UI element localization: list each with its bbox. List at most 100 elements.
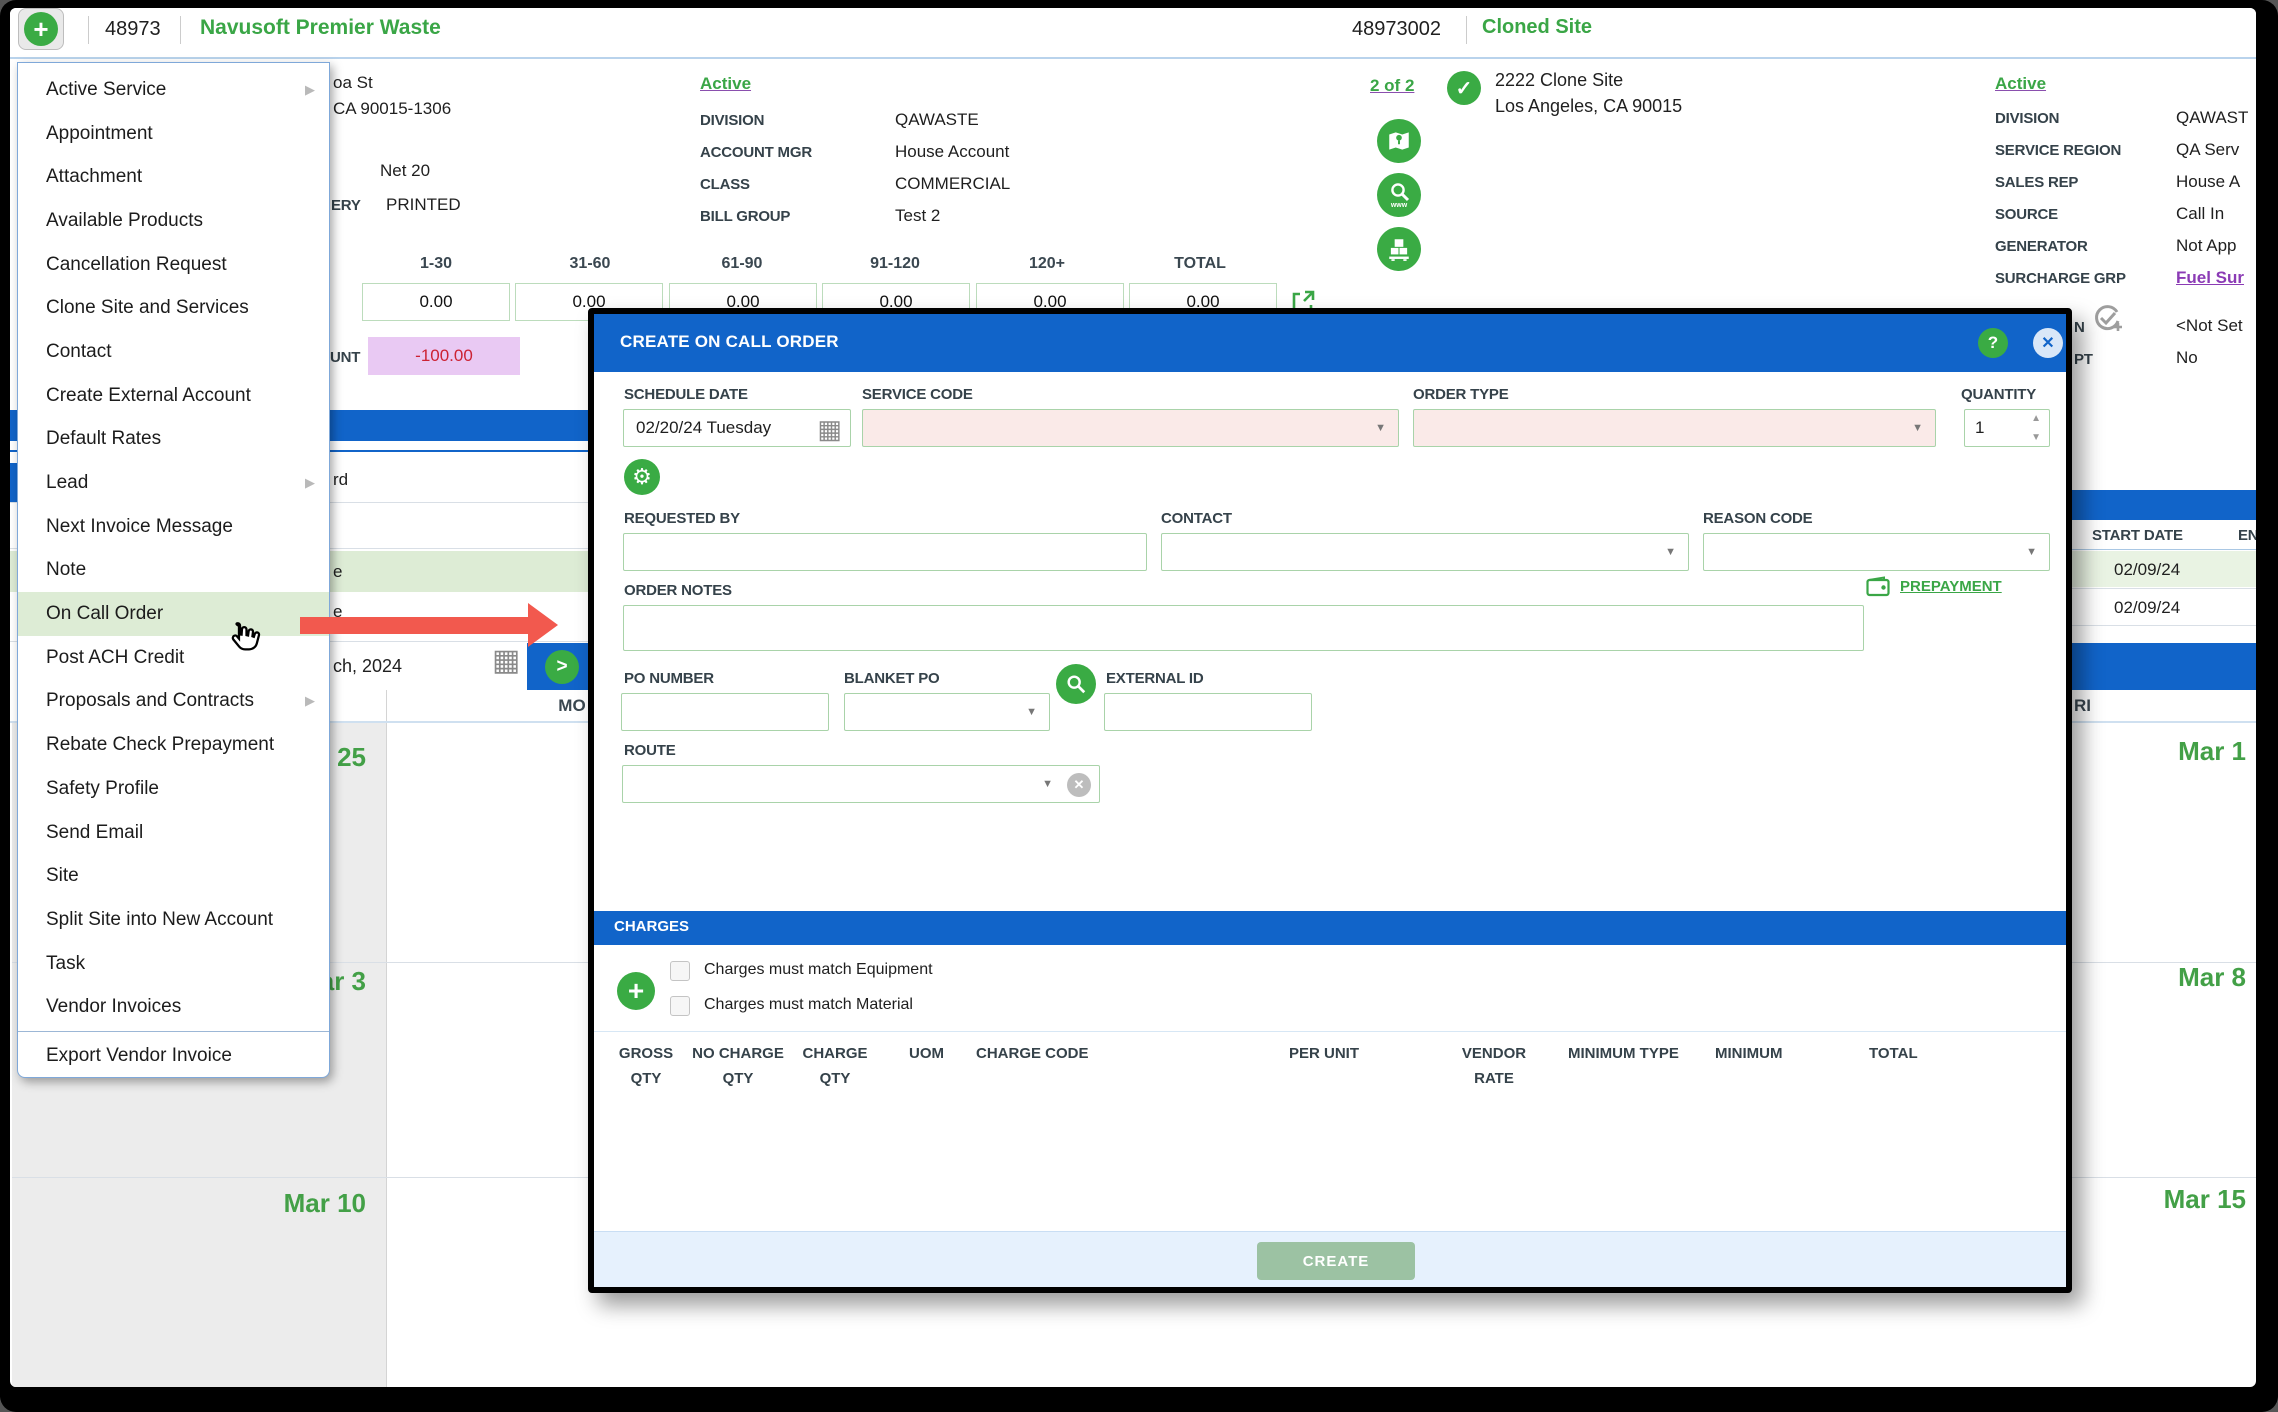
menu-item-clone-site[interactable]: Clone Site and Services — [18, 286, 329, 330]
contact-label: CONTACT — [1161, 510, 1232, 527]
site-number: 48973002 — [1352, 18, 1441, 41]
menu-item-send-email[interactable]: Send Email — [18, 811, 329, 855]
order-type-dropdown[interactable]: ▼ — [1413, 409, 1936, 447]
menu-item-attachment[interactable]: Attachment — [18, 155, 329, 199]
calendar-grid-icon[interactable]: ▦ — [492, 646, 520, 676]
menu-divider — [18, 1031, 329, 1032]
clear-route-button[interactable]: ✕ — [1067, 773, 1091, 797]
schedule-row-line — [2066, 625, 2256, 626]
menu-item-lead[interactable]: Lead▶ — [18, 461, 329, 505]
account-number: 48973 — [105, 18, 161, 41]
header-divider — [180, 16, 181, 44]
menu-item-next-invoice-message[interactable]: Next Invoice Message — [18, 505, 329, 549]
service-code-dropdown[interactable]: ▼ — [862, 409, 1399, 447]
order-type-label: ORDER TYPE — [1413, 386, 1509, 403]
menu-item-on-call-order[interactable]: On Call Order — [18, 592, 329, 636]
menu-item-safety-profile[interactable]: Safety Profile — [18, 767, 329, 811]
aging-value: 0.00 — [362, 283, 510, 321]
header-underline — [10, 57, 2256, 59]
contact-dropdown[interactable]: ▼ — [1161, 533, 1689, 571]
menu-item-rebate-check-prepayment[interactable]: Rebate Check Prepayment — [18, 723, 329, 767]
menu-item-appointment[interactable]: Appointment — [18, 112, 329, 156]
pallet-icon[interactable] — [1377, 227, 1421, 271]
menu-item-split-site[interactable]: Split Site into New Account — [18, 898, 329, 942]
calendar-icon[interactable]: ▦ — [817, 414, 842, 445]
account-field-label: ACCOUNT MGR — [700, 144, 812, 161]
aging-label: 120+ — [992, 255, 1102, 273]
route-dropdown[interactable]: ▼ ✕ — [622, 765, 1100, 803]
site-status-link[interactable]: Active — [1995, 74, 2046, 94]
add-charge-button[interactable]: + — [617, 972, 655, 1010]
site-field-value: QA Serv — [2176, 140, 2239, 160]
close-button[interactable]: ✕ — [2033, 328, 2063, 358]
site-field-label: SALES REP — [1995, 174, 2078, 191]
add-menu-button[interactable]: + — [18, 8, 64, 50]
reason-code-dropdown[interactable]: ▼ — [1703, 533, 2050, 571]
next-month-button[interactable]: > — [545, 650, 579, 684]
surcharge-link[interactable]: Fuel Sur — [2176, 268, 2244, 288]
schedule-row-1-date: 02/09/24 — [2114, 560, 2180, 580]
gear-icon[interactable]: ⚙ — [624, 459, 660, 495]
site-active-check-icon: ✓ — [1447, 71, 1481, 105]
www-text: www — [1391, 202, 1407, 209]
account-status-link[interactable]: Active — [700, 74, 751, 94]
quantity-stepper[interactable]: 1 ▲ ▼ — [1964, 409, 2050, 447]
month-label-fragment: ch, 2024 — [333, 656, 402, 677]
blanket-po-label: BLANKET PO — [844, 670, 940, 687]
menu-item-proposals-contracts[interactable]: Proposals and Contracts▶ — [18, 680, 329, 724]
refresh-check-icon[interactable] — [2090, 302, 2124, 336]
charges-match-material-checkbox[interactable] — [670, 996, 690, 1016]
menu-item-note[interactable]: Note — [18, 549, 329, 593]
col-uom: UOM — [909, 1041, 944, 1066]
hand-cursor-icon — [222, 618, 264, 665]
col-charge-code: CHARGE CODE — [976, 1041, 1089, 1066]
account-address-line1: oa St — [333, 73, 373, 93]
col-minimum-type: MINIMUM TYPE — [1568, 1041, 1679, 1066]
menu-item-active-service[interactable]: Active Service▶ — [18, 68, 329, 112]
site-address: Los Angeles, CA 90015 — [1495, 96, 1682, 117]
submenu-arrow-icon: ▶ — [305, 475, 315, 491]
menu-item-create-external-account[interactable]: Create External Account — [18, 374, 329, 418]
submenu-arrow-icon: ▶ — [305, 693, 315, 709]
calendar-vline — [386, 690, 387, 1387]
prepayment-link[interactable]: PREPAYMENT — [1900, 578, 2002, 595]
account-field-value: COMMERCIAL — [895, 174, 1010, 194]
spinner-down-icon[interactable]: ▼ — [2031, 432, 2041, 443]
menu-item-export-vendor-invoice[interactable]: Export Vendor Invoice — [18, 1034, 329, 1078]
spinner-up-icon[interactable]: ▲ — [2031, 413, 2041, 424]
charges-match-equipment-checkbox[interactable] — [670, 961, 690, 981]
row-fragment-2: e — [333, 562, 342, 582]
schedule-date-input[interactable]: 02/20/24 Tuesday ▦ — [623, 409, 851, 447]
menu-item-cancellation-request[interactable]: Cancellation Request — [18, 243, 329, 287]
day-header-fri-fragment: RI — [2074, 696, 2091, 716]
credit-amount-box: -100.00 — [368, 337, 520, 375]
site-pager-link[interactable]: 2 of 2 — [1370, 76, 1414, 96]
schedule-table-header-bar — [2066, 490, 2256, 520]
map-icon[interactable] — [1377, 119, 1421, 163]
start-date-header: START DATE — [2092, 527, 2183, 544]
menu-item-task[interactable]: Task — [18, 942, 329, 986]
menu-item-contact[interactable]: Contact — [18, 330, 329, 374]
menu-item-vendor-invoices[interactable]: Vendor Invoices — [18, 985, 329, 1029]
menu-item-available-products[interactable]: Available Products — [18, 199, 329, 243]
web-search-icon[interactable]: www — [1377, 173, 1421, 217]
menu-item-site[interactable]: Site — [18, 854, 329, 898]
col-gross-qty: GROSSQTY — [614, 1041, 678, 1091]
menu-item-default-rates[interactable]: Default Rates — [18, 418, 329, 462]
search-icon[interactable] — [1056, 664, 1096, 704]
aging-label: 61-90 — [687, 255, 797, 273]
menu-item-post-ach-credit[interactable]: Post ACH Credit — [18, 636, 329, 680]
po-number-input[interactable] — [621, 693, 829, 731]
site-field-value: Call In — [2176, 204, 2224, 224]
calendar-date-mar10[interactable]: Mar 10 — [12, 1188, 376, 1219]
help-button[interactable]: ? — [1978, 328, 2008, 358]
account-terms: Net 20 — [380, 161, 430, 181]
charges-header: CHARGES — [614, 918, 689, 935]
blanket-po-dropdown[interactable]: ▼ — [844, 693, 1050, 731]
create-button[interactable]: CREATE — [1257, 1242, 1415, 1280]
external-id-input[interactable] — [1104, 693, 1312, 731]
site-field-value: QAWAST — [2176, 108, 2248, 128]
requested-by-input[interactable] — [623, 533, 1147, 571]
order-notes-textarea[interactable] — [623, 605, 1864, 651]
end-date-header-fragment: EN — [2238, 527, 2256, 544]
